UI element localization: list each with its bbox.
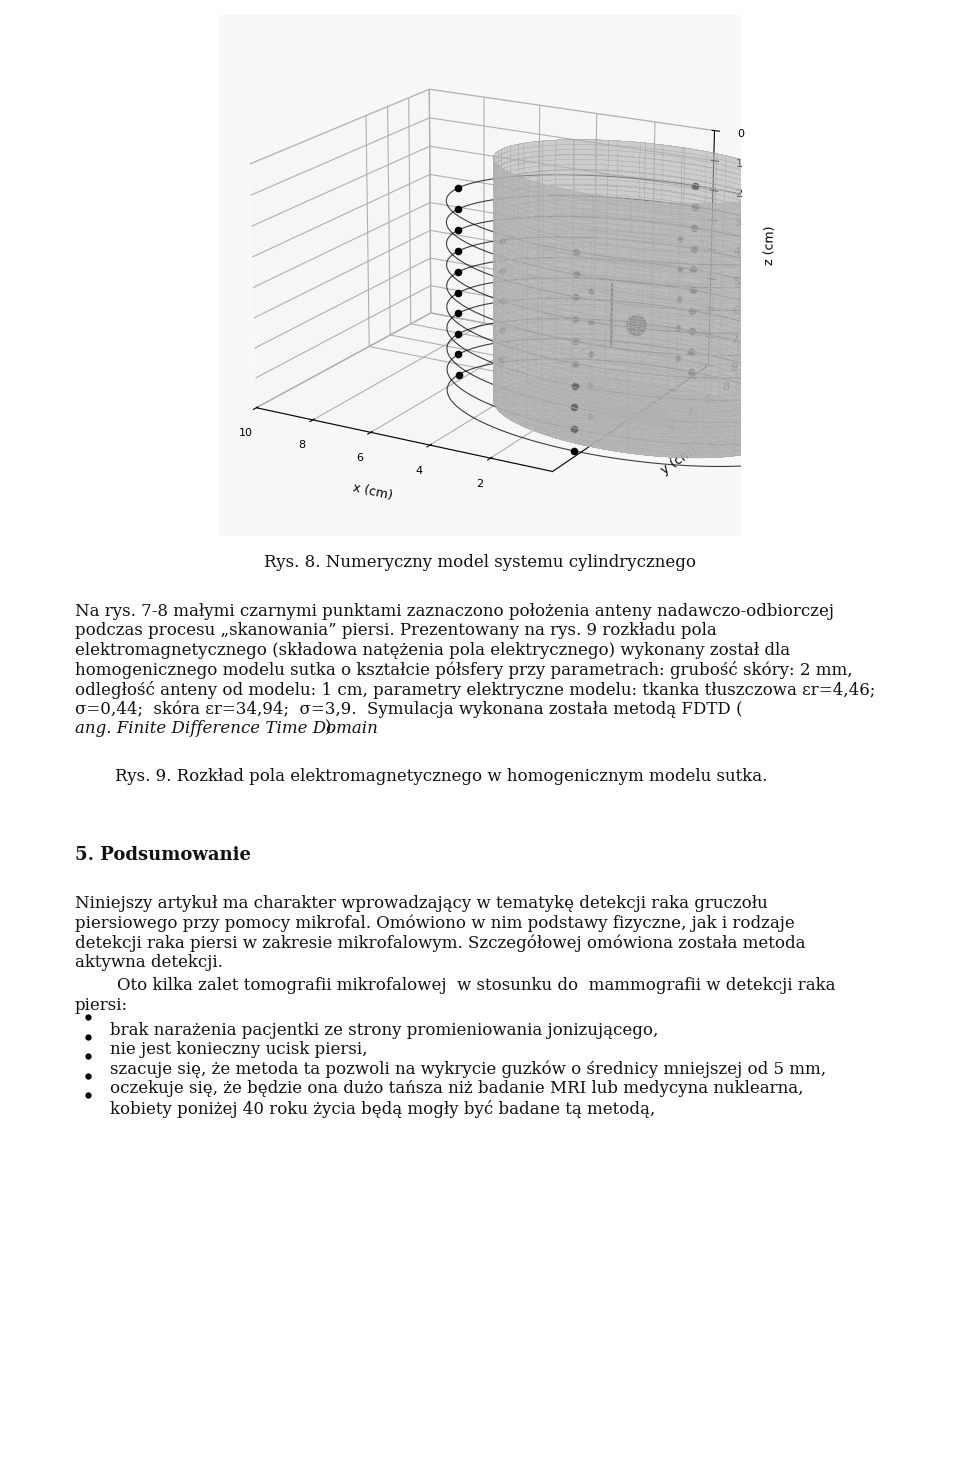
Text: homogenicznego modelu sutka o kształcie półsfery przy parametrach: grubość skóry: homogenicznego modelu sutka o kształcie … [75, 661, 852, 680]
Text: detekcji raka piersi w zakresie mikrofalowym. Szczegółowej omówiona została meto: detekcji raka piersi w zakresie mikrofal… [75, 934, 805, 951]
Text: podczas procesu „skanowania” piersi. Prezentowany na rys. 9 rozkładu pola: podczas procesu „skanowania” piersi. Pre… [75, 622, 717, 639]
Text: Niniejszy artykuł ma charakter wprowadzający w tematykę detekcji raka gruczołu: Niniejszy artykuł ma charakter wprowadza… [75, 895, 768, 912]
Text: ang. Finite Difference Time Domain: ang. Finite Difference Time Domain [75, 719, 378, 737]
Text: Na rys. 7-8 małymi czarnymi punktami zaznaczono położenia anteny nadawczo-odbior: Na rys. 7-8 małymi czarnymi punktami zaz… [75, 602, 834, 619]
Text: Rys. 8. Numeryczny model systemu cylindrycznego: Rys. 8. Numeryczny model systemu cylindr… [264, 553, 696, 571]
Text: aktywna detekcji.: aktywna detekcji. [75, 954, 223, 970]
Text: piersi:: piersi: [75, 997, 128, 1013]
Text: piersiowego przy pomocy mikrofal. Omówiono w nim podstawy fizyczne, jak i rodzaj: piersiowego przy pomocy mikrofal. Omówio… [75, 915, 795, 932]
Text: kobiety poniżej 40 roku życia będą mogły być badane tą metodą,: kobiety poniżej 40 roku życia będą mogły… [110, 1100, 656, 1119]
Text: 5. Podsumowanie: 5. Podsumowanie [75, 847, 251, 865]
Y-axis label: y (cm): y (cm) [659, 443, 699, 477]
Text: nie jest konieczny ucisk piersi,: nie jest konieczny ucisk piersi, [110, 1041, 368, 1058]
Text: odległość anteny od modelu: 1 cm, parametry elektryczne modelu: tkanka tłuszczow: odległość anteny od modelu: 1 cm, parame… [75, 681, 876, 699]
Text: ).: ). [325, 719, 337, 737]
Text: Oto kilka zalet tomografii mikrofalowej  w stosunku do  mammografii w detekcji r: Oto kilka zalet tomografii mikrofalowej … [75, 978, 835, 994]
Text: σ=0,44;  skóra εr=34,94;  σ=3,9.  Symulacja wykonana została metodą FDTD (: σ=0,44; skóra εr=34,94; σ=3,9. Symulacja… [75, 700, 742, 718]
Text: brak narażenia pacjentki ze strony promieniowania jonizującego,: brak narażenia pacjentki ze strony promi… [110, 1022, 659, 1039]
Text: Rys. 9. Rozkład pola elektromagnetycznego w homogenicznym modelu sutka.: Rys. 9. Rozkład pola elektromagnetyczneg… [115, 768, 767, 785]
Text: szacuje się, że metoda ta pozwoli na wykrycie guzków o średnicy mniejszej od 5 m: szacuje się, że metoda ta pozwoli na wyk… [110, 1061, 827, 1079]
Text: elektromagnetycznego (składowa natężenia pola elektrycznego) wykonany został dla: elektromagnetycznego (składowa natężenia… [75, 642, 790, 659]
Text: oczekuje się, że będzie ona dużo tańsza niż badanie MRI lub medycyna nuklearna,: oczekuje się, że będzie ona dużo tańsza … [110, 1080, 804, 1098]
X-axis label: x (cm): x (cm) [352, 482, 395, 502]
